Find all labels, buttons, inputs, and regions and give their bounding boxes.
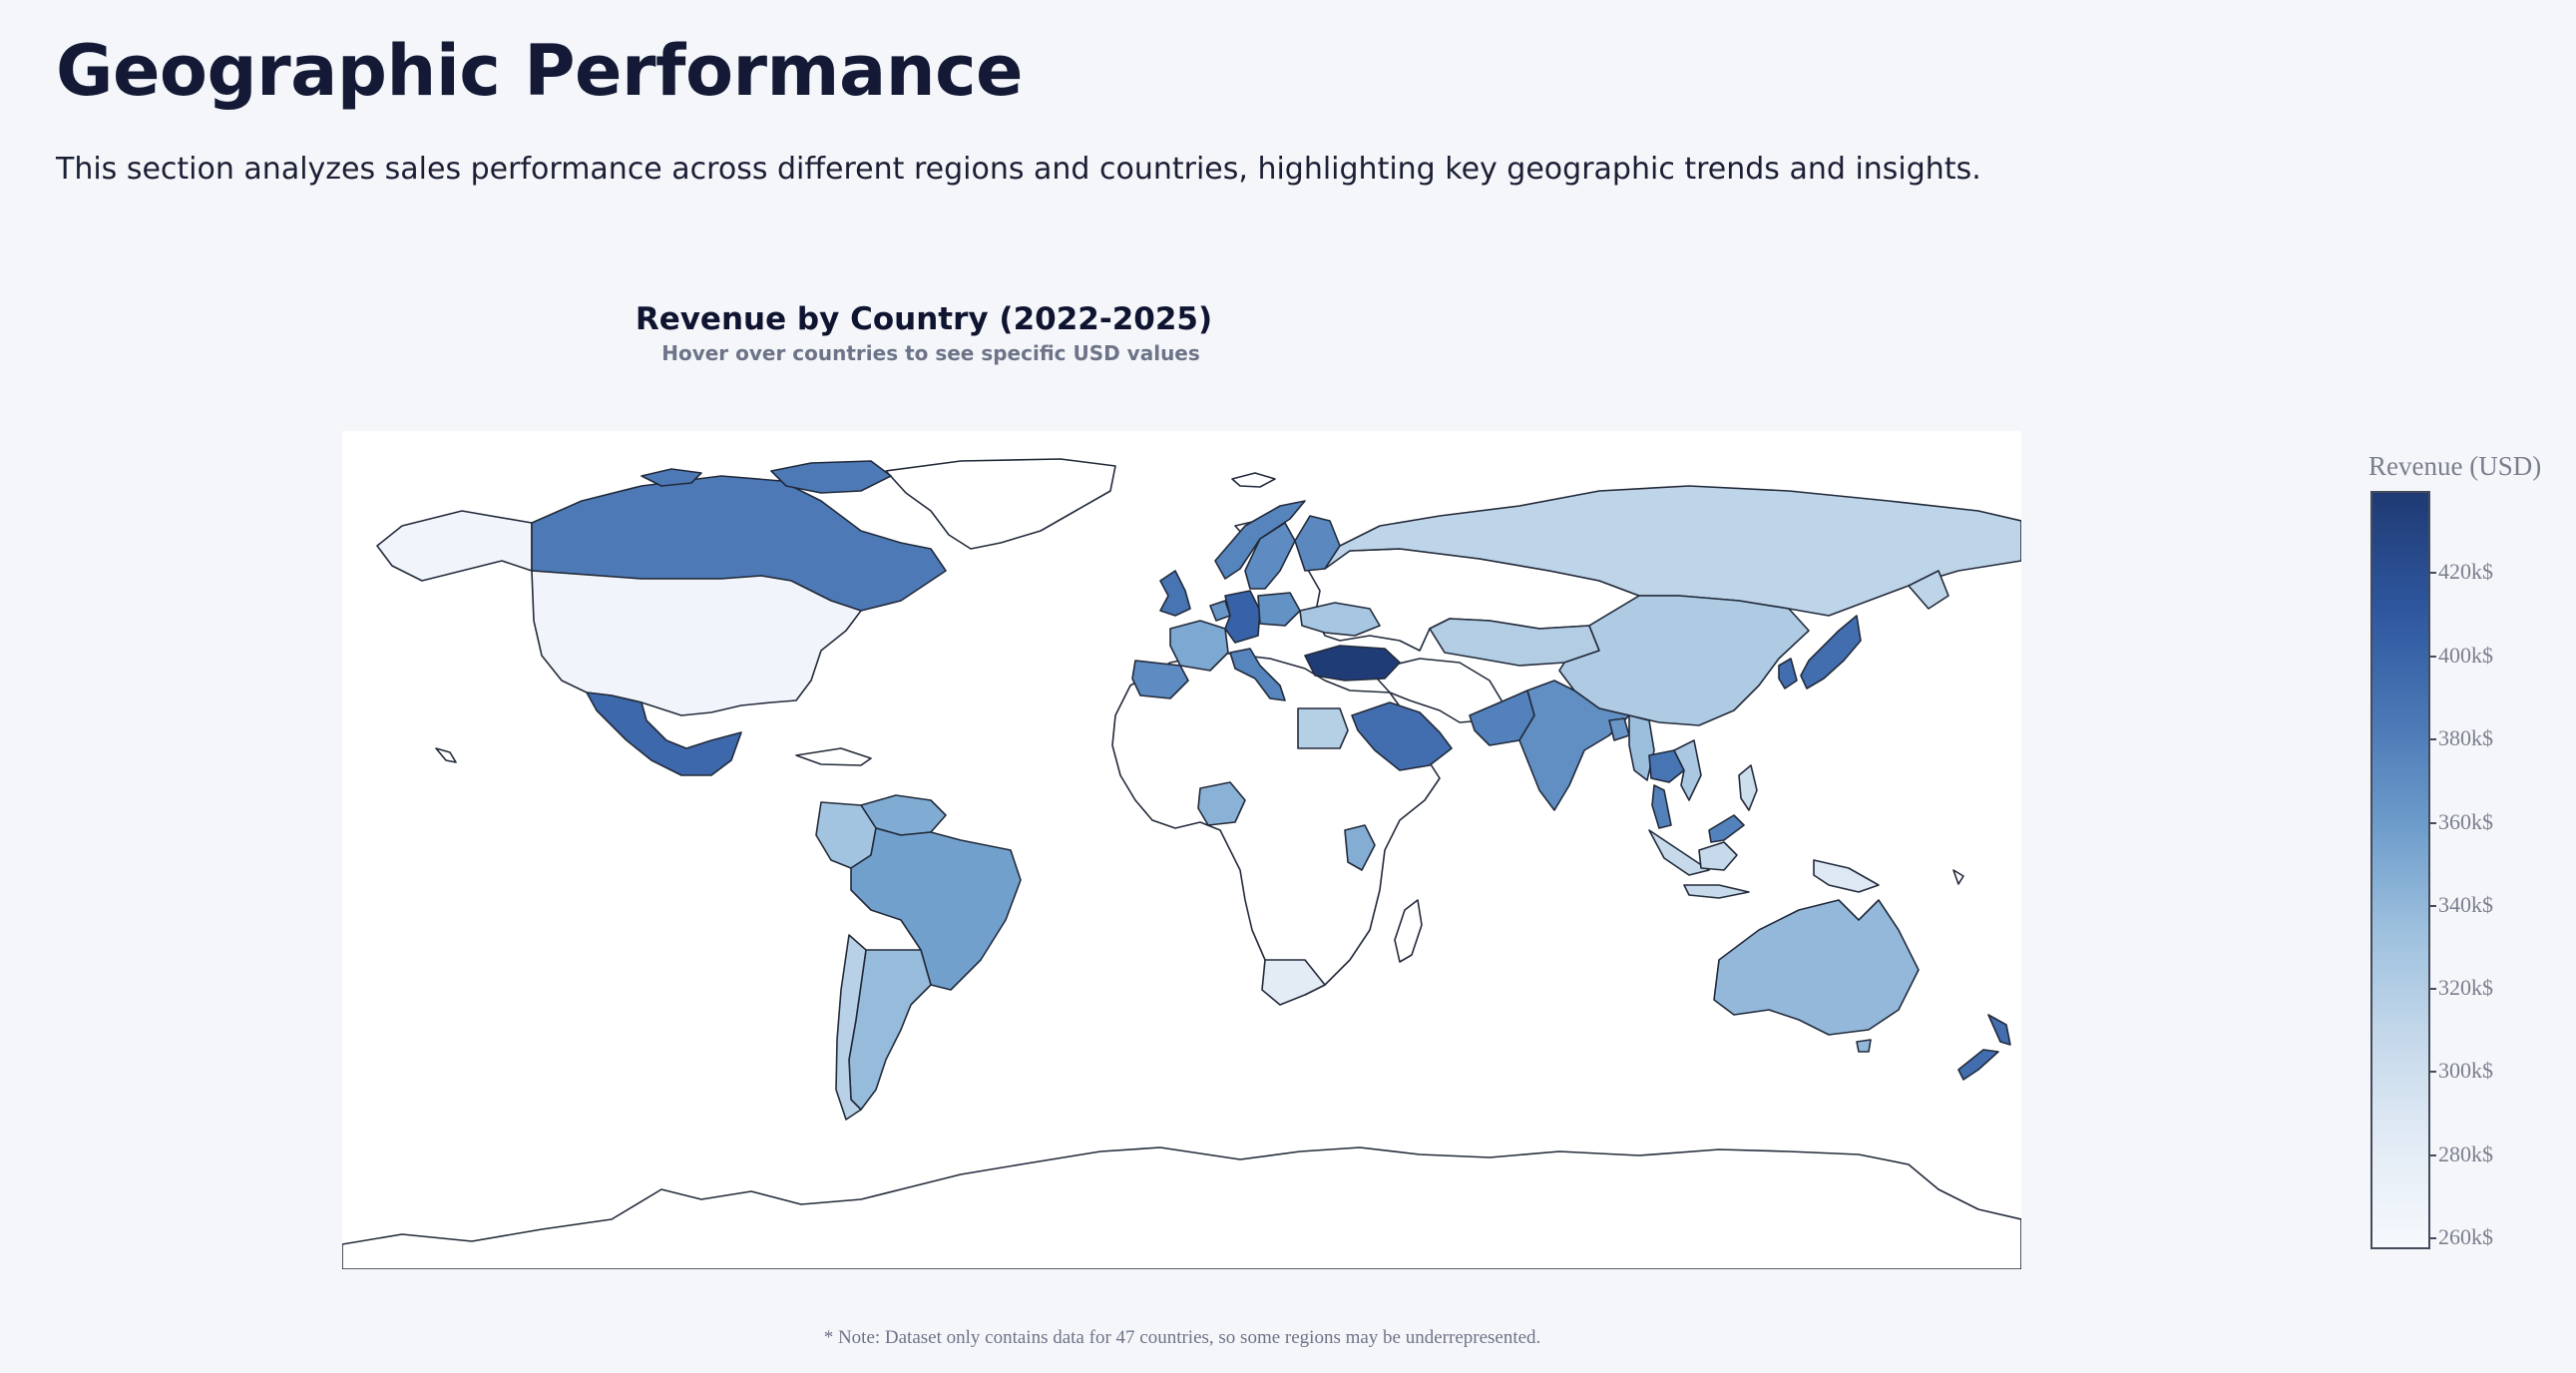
country-canada-baffin[interactable]: Canada: $385,000 [770,460,892,494]
country-malaysia[interactable]: Malaysia: $380,000 [1651,784,1672,829]
chart-subtitle: Hover over countries to see specific USD… [661,341,1200,365]
country-indonesia-java[interactable]: Indonesia: $305,000 [1683,884,1750,899]
country-new-zealand-south[interactable]: New Zealand: $395,000 [1957,1049,1999,1081]
colorbar-tick-label: 260k$ [2438,1224,2493,1249]
colorbar [2370,491,2430,1249]
country-japan[interactable]: Japan: $395,000 [1800,615,1862,689]
colorbar-title: Revenue (USD) [2368,451,2542,481]
page-description: This section analyzes sales performance … [56,152,1981,187]
colorbar-tick-mark [2430,1154,2436,1156]
country-russia-east[interactable]: Russia: $312,000 [1908,570,1949,610]
land-new-caledonia[interactable] [1952,869,1964,885]
colorbar-tick-mark [2430,1071,2436,1073]
country-philippines[interactable]: Philippines: $300,000 [1738,764,1758,811]
colorbar-tick-label: 360k$ [2438,809,2493,834]
country-india[interactable]: India: $370,000 [1518,680,1630,811]
colorbar-tick-label: 400k$ [2438,643,2493,668]
page-title: Geographic Performance [56,30,1024,112]
country-russia[interactable]: Russia: $312,000 [1324,485,2021,617]
colorbar-tick-label: 380k$ [2438,725,2493,750]
country-sweden[interactable]: Sweden: $372,000 [1244,522,1296,590]
country-south-korea[interactable]: South Korea: $395,000 [1778,658,1798,689]
country-bangladesh[interactable]: Bangladesh: $365,000 [1608,717,1630,741]
colorbar-tick-mark [2430,738,2436,740]
choropleth-map[interactable]: Alaska: $262,000 Canada: $385,000 Canada… [342,431,2021,1269]
country-chile[interactable]: Chile: $316,000 [835,934,867,1121]
land-madagascar[interactable] [1394,899,1423,963]
country-indonesia-borneo[interactable]: Indonesia: $305,000 [1698,841,1738,871]
colorbar-tick-mark [2430,905,2436,907]
country-cambodia[interactable]: Cambodia: $390,000 [1648,749,1685,783]
colorbar-tick-label: 280k$ [2438,1142,2493,1166]
country-united-states[interactable]: United States: $262,000 [531,570,862,716]
country-papua-new-guinea[interactable]: Papua New Guinea: $285,000 [1813,859,1880,893]
country-turkey[interactable]: Turkey: $438,000 [1304,645,1401,682]
country-myanmar[interactable]: Myanmar: $335,000 [1628,714,1655,781]
land-svalbard[interactable] [1231,472,1276,488]
country-spain[interactable]: Spain: $372,000 [1131,660,1189,699]
dataset-note: * Note: Dataset only contains data for 4… [823,1327,1541,1348]
country-canada-arctic[interactable]: Canada: $385,000 [641,468,702,487]
country-kenya[interactable]: Kenya: $348,000 [1344,824,1376,871]
colorbar-tick-mark [2430,656,2436,658]
country-ukraine[interactable]: Ukraine: $328,000 [1299,602,1381,637]
land-antarctica[interactable] [342,1146,2021,1269]
country-france[interactable]: France: $352,000 [1169,620,1229,672]
country-mexico[interactable]: Mexico: $400,000 [586,691,742,776]
world-map-svg[interactable]: Alaska: $262,000 Canada: $385,000 Canada… [342,431,2021,1269]
colorbar-tick-label: 420k$ [2438,559,2493,584]
country-united-kingdom[interactable]: United Kingdom: $390,000 [1159,570,1191,617]
land-greenland[interactable] [885,458,1116,550]
country-alaska[interactable]: Alaska: $262,000 [376,510,533,582]
base-land-layer [342,458,2021,1269]
land-africa[interactable] [1111,652,1441,996]
country-germany[interactable]: Germany: $405,000 [1224,590,1261,644]
country-south-africa[interactable]: South Africa: $280,000 [1261,959,1326,1006]
chart-title: Revenue by Country (2022-2025) [635,301,1213,337]
country-layer[interactable]: Alaska: $262,000 Canada: $385,000 Canada… [376,460,2021,1121]
land-hawaii[interactable] [435,747,457,763]
country-australia-tasmania[interactable]: Australia: $340,000 [1856,1039,1872,1053]
country-brazil[interactable]: Brazil: $358,000 [850,827,1022,991]
country-saudi-arabia[interactable]: Saudi Arabia: $395,000 [1351,701,1453,771]
land-caribbean[interactable] [795,747,872,766]
colorbar-tick-label: 300k$ [2438,1058,2493,1083]
country-norway[interactable]: Norway: $378,000 [1214,500,1306,580]
country-nigeria[interactable]: Nigeria: $345,000 [1197,781,1246,826]
country-malaysia-borneo[interactable]: Malaysia: $380,000 [1708,814,1745,843]
colorbar-tick-mark [2430,822,2436,824]
colorbar-tick-mark [2430,1237,2436,1239]
country-poland[interactable]: Poland: $368,000 [1257,592,1301,627]
country-indonesia[interactable]: Indonesia: $305,000 [1648,829,1710,876]
colorbar-tick-label: 320k$ [2438,975,2493,1000]
country-australia[interactable]: Australia: $340,000 [1713,899,1920,1036]
colorbar-tick-mark [2430,572,2436,574]
country-china[interactable]: China: $322,000 [1558,595,1810,726]
country-vietnam[interactable]: Vietnam: $325,000 [1673,739,1702,801]
colorbar-tick-mark [2430,988,2436,990]
colorbar-tick-label: 340k$ [2438,892,2493,917]
country-new-zealand[interactable]: New Zealand: $395,000 [1987,1014,2011,1046]
country-italy[interactable]: Italy: $378,000 [1229,648,1286,701]
country-egypt[interactable]: Egypt: $318,000 [1297,707,1349,749]
